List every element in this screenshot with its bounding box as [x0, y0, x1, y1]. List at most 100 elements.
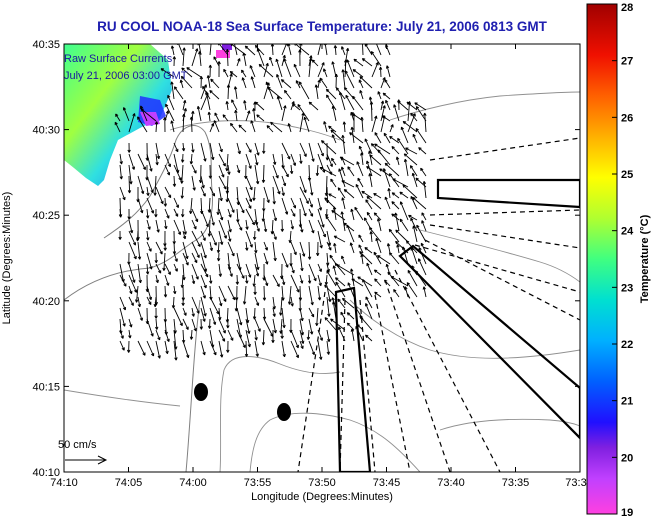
current-vector-arrow: [135, 230, 140, 242]
current-vector-arrow: [146, 340, 155, 357]
current-vector-arrow: [281, 142, 291, 160]
current-vector-arrow: [337, 298, 346, 309]
current-vector-arrow: [272, 208, 278, 222]
current-vector-arrow: [295, 80, 301, 89]
current-vector-arrow: [128, 263, 136, 283]
current-vector-arrow: [189, 116, 194, 133]
current-vector-arrow: [343, 188, 355, 199]
current-vector-arrow: [209, 274, 213, 284]
current-vector-arrow: [330, 318, 346, 331]
current-vector-arrow: [254, 219, 260, 232]
current-vector-arrow: [281, 164, 289, 178]
current-vector-arrow: [290, 329, 299, 349]
current-vector-arrow: [422, 286, 427, 298]
current-vector-arrow: [299, 340, 304, 350]
current-vector-arrow: [155, 153, 159, 166]
current-vector-arrow: [276, 95, 283, 111]
current-vector-arrow: [362, 44, 364, 56]
current-vector-arrow: [368, 226, 382, 243]
current-vector-arrow: [128, 296, 134, 306]
current-vector-arrow: [252, 108, 256, 122]
current-vector-arrow: [252, 307, 257, 320]
current-vector-arrow: [359, 89, 364, 100]
current-vector-arrow: [418, 147, 427, 155]
current-vector-arrow: [341, 197, 346, 210]
current-vector-arrow: [315, 164, 320, 177]
current-vector-arrow: [290, 153, 297, 167]
current-vector-arrow: [377, 149, 391, 166]
current-vector-arrow: [119, 186, 126, 201]
current-vector-arrow: [229, 122, 238, 133]
current-vector-arrow: [200, 285, 206, 299]
current-vector-arrow: [420, 242, 427, 254]
current-vector-arrow: [218, 329, 226, 342]
current-vector-arrow: [180, 186, 184, 199]
current-vector-arrow: [423, 112, 427, 133]
y-tick-label: 40:30: [32, 125, 60, 137]
current-vector-arrow: [218, 208, 224, 221]
current-vector-arrow: [298, 81, 310, 100]
current-vector-arrow: [170, 120, 175, 133]
current-vector-arrow: [256, 48, 265, 67]
current-vector-arrow: [200, 186, 206, 197]
current-vector-arrow: [399, 201, 409, 221]
current-vector-arrow: [342, 121, 347, 133]
current-vector-arrow: [355, 325, 364, 342]
current-vector-arrow: [146, 230, 150, 241]
current-vector-arrow: [317, 263, 322, 273]
current-vector-arrow: [163, 241, 167, 251]
current-vector-arrow: [272, 164, 279, 179]
current-vector-arrow: [182, 241, 189, 260]
current-vector-arrow: [233, 86, 238, 100]
current-vector-arrow: [299, 241, 306, 257]
current-vector-arrow: [326, 270, 337, 287]
current-vector-arrow: [235, 274, 240, 285]
current-vector-arrow: [391, 201, 400, 210]
y-axis-ticks: 40:35 40:30 40:25 40:20 40:15 40:10: [32, 39, 580, 479]
current-vector-arrow: [418, 247, 427, 265]
current-vector-arrow: [216, 252, 221, 262]
current-vector-arrow: [137, 197, 144, 214]
current-vector-arrow: [265, 81, 274, 100]
current-vector-arrow: [200, 175, 205, 189]
current-vector-arrow: [127, 175, 132, 194]
current-vector-arrow: [173, 285, 177, 295]
current-vector-arrow: [303, 116, 310, 133]
current-vector-arrow: [317, 197, 323, 211]
current-vector-arrow: [214, 112, 220, 122]
current-vector-arrow: [331, 105, 337, 122]
current-vector-arrow: [227, 197, 235, 213]
current-vector-arrow: [245, 241, 249, 251]
current-vector-arrow: [209, 340, 217, 356]
current-vector-arrow: [403, 158, 409, 177]
current-vector-arrow: [275, 58, 283, 78]
current-vector-arrow: [245, 219, 249, 230]
current-vector-arrow: [347, 282, 355, 298]
current-vector-arrow: [401, 246, 409, 265]
current-vector-arrow: [385, 99, 391, 111]
current-vector-arrow: [241, 69, 247, 78]
current-vector-arrow: [317, 230, 323, 249]
current-vector-arrow: [328, 125, 337, 133]
current-vector-arrow: [272, 153, 277, 165]
current-vector-arrow: [181, 142, 186, 152]
current-vector-arrow: [350, 268, 355, 287]
current-vector-arrow: [253, 285, 257, 295]
current-vector-arrow: [269, 56, 274, 67]
colorbar-tick-label: 25: [621, 169, 633, 181]
current-vector-arrow: [209, 122, 215, 133]
current-vector-arrow: [299, 318, 305, 336]
current-vector-arrow: [403, 153, 418, 166]
current-vector-arrow: [397, 100, 409, 111]
current-vector-arrow: [360, 116, 364, 133]
current-vector-arrow: [128, 164, 133, 185]
current-vector-arrow: [412, 225, 418, 243]
current-vector-arrow: [399, 191, 409, 199]
current-vector-arrow: [358, 79, 364, 89]
current-vector-arrow: [333, 45, 338, 56]
current-vector-arrow: [332, 301, 337, 320]
current-vector-arrow: [380, 115, 386, 133]
current-vector-arrow: [400, 126, 409, 144]
current-vector-arrow: [391, 213, 400, 221]
